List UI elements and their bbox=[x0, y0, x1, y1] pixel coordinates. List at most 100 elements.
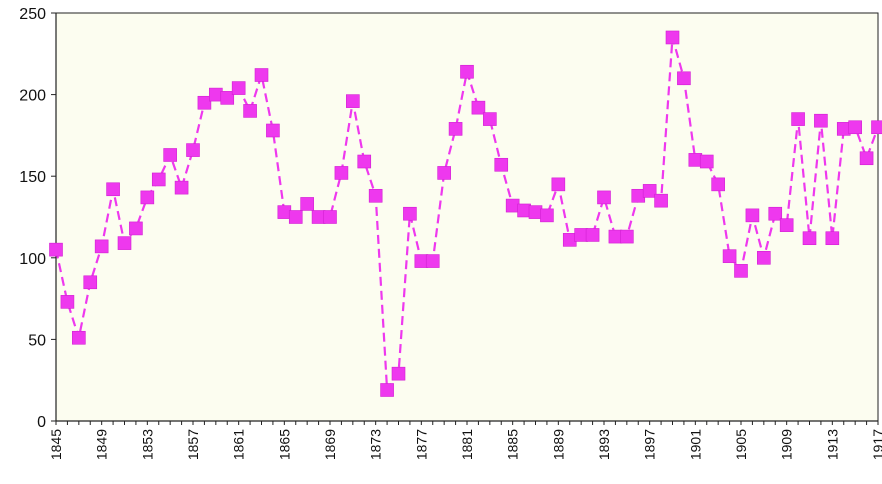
x-tick-label: 1865 bbox=[276, 429, 292, 460]
data-point-marker bbox=[745, 208, 760, 223]
data-point-marker bbox=[699, 154, 714, 169]
y-tick-label: 50 bbox=[28, 332, 46, 349]
data-point-marker bbox=[49, 242, 63, 257]
data-point-marker bbox=[311, 210, 326, 224]
data-point-marker bbox=[391, 366, 406, 381]
data-point-marker bbox=[722, 249, 737, 263]
data-point-marker bbox=[254, 68, 269, 82]
data-point-marker bbox=[859, 151, 874, 166]
data-point-marker bbox=[346, 94, 360, 108]
data-point-marker bbox=[243, 104, 257, 118]
x-tick-label: 1893 bbox=[596, 429, 612, 460]
data-point-marker bbox=[620, 229, 634, 244]
data-point-marker bbox=[825, 231, 840, 246]
y-tick-label: 100 bbox=[19, 251, 46, 268]
data-point-marker bbox=[665, 30, 680, 45]
data-point-marker bbox=[642, 184, 657, 198]
x-tick-label: 1869 bbox=[322, 429, 338, 460]
data-point-marker bbox=[186, 143, 200, 157]
data-point-marker bbox=[494, 157, 509, 172]
x-tick-label: 1849 bbox=[94, 429, 110, 460]
data-point-marker bbox=[802, 231, 817, 246]
x-tick-label: 1913 bbox=[824, 429, 840, 460]
data-point-marker bbox=[106, 182, 120, 197]
data-point-marker bbox=[323, 210, 337, 224]
data-point-marker bbox=[266, 123, 280, 138]
data-point-marker bbox=[871, 120, 882, 135]
data-point-marker bbox=[334, 166, 349, 180]
data-point-marker bbox=[129, 221, 143, 236]
data-point-marker bbox=[288, 210, 303, 224]
data-point-marker bbox=[688, 153, 703, 167]
data-point-marker bbox=[631, 188, 646, 203]
data-point-marker bbox=[711, 177, 725, 192]
data-point-marker bbox=[814, 113, 828, 128]
x-tick-label: 1917 bbox=[870, 429, 882, 460]
x-tick-label: 1881 bbox=[459, 429, 475, 460]
data-point-marker bbox=[60, 295, 75, 309]
data-point-marker bbox=[677, 71, 691, 86]
y-tick-label: 0 bbox=[37, 414, 46, 431]
series-markers bbox=[49, 30, 882, 397]
data-point-marker bbox=[380, 383, 394, 397]
data-point-marker bbox=[174, 180, 189, 195]
data-point-marker bbox=[562, 233, 577, 247]
data-point-marker bbox=[163, 148, 177, 162]
x-tick-label: 1909 bbox=[779, 429, 795, 460]
y-tick-label: 150 bbox=[19, 169, 46, 186]
data-point-marker bbox=[197, 95, 212, 110]
data-point-marker bbox=[277, 205, 292, 219]
x-tick-label: 1901 bbox=[687, 429, 703, 460]
data-point-marker bbox=[72, 330, 86, 345]
x-tick-label: 1877 bbox=[413, 429, 429, 460]
data-point-marker bbox=[791, 112, 805, 126]
data-point-marker bbox=[300, 197, 314, 211]
y-axis: 0 50 100 150 200 250 bbox=[19, 6, 57, 431]
data-point-marker bbox=[757, 251, 771, 265]
data-point-marker bbox=[460, 64, 474, 79]
data-point-marker bbox=[220, 91, 235, 105]
data-point-marker bbox=[83, 275, 98, 290]
data-point-marker bbox=[471, 100, 486, 115]
data-point-marker bbox=[505, 198, 520, 213]
data-point-marker bbox=[608, 229, 623, 244]
data-point-marker bbox=[848, 120, 862, 135]
x-tick-label: 1853 bbox=[139, 429, 155, 460]
data-point-marker bbox=[437, 166, 451, 180]
x-tick-label: 1845 bbox=[48, 429, 64, 460]
data-point-marker bbox=[231, 81, 246, 95]
data-point-marker bbox=[734, 264, 748, 278]
data-point-marker bbox=[574, 228, 588, 242]
data-point-marker bbox=[597, 190, 611, 205]
data-point-marker bbox=[528, 205, 543, 219]
plot-area bbox=[55, 12, 879, 422]
data-point-marker bbox=[414, 254, 429, 268]
x-tick-label: 1861 bbox=[231, 429, 247, 460]
data-point-marker bbox=[551, 177, 566, 192]
x-tick-label: 1897 bbox=[642, 429, 658, 460]
data-point-marker bbox=[836, 122, 851, 136]
data-point-marker bbox=[94, 239, 109, 254]
x-tick-label: 1857 bbox=[185, 429, 201, 460]
y-tick-label: 200 bbox=[19, 88, 46, 105]
x-tick-label: 1889 bbox=[550, 429, 566, 460]
data-point-marker bbox=[517, 203, 531, 218]
x-axis: 1845 1849 1853 1857 1861 1865 1869 1873 1877 1881… bbox=[48, 420, 882, 460]
y-tick-label: 250 bbox=[19, 6, 46, 23]
data-point-marker bbox=[779, 218, 794, 232]
data-point-marker bbox=[117, 236, 132, 250]
data-point-marker bbox=[540, 208, 554, 223]
data-point-marker bbox=[140, 190, 155, 205]
data-point-marker bbox=[448, 122, 463, 136]
x-tick-label: 1873 bbox=[368, 429, 384, 460]
data-point-marker bbox=[403, 206, 417, 221]
data-point-marker bbox=[654, 193, 668, 208]
data-point-marker bbox=[768, 206, 783, 221]
data-point-marker bbox=[357, 154, 372, 169]
data-point-marker bbox=[585, 228, 600, 242]
x-tick-label: 1905 bbox=[733, 429, 749, 460]
data-point-marker bbox=[209, 87, 223, 102]
data-point-marker bbox=[425, 254, 440, 268]
